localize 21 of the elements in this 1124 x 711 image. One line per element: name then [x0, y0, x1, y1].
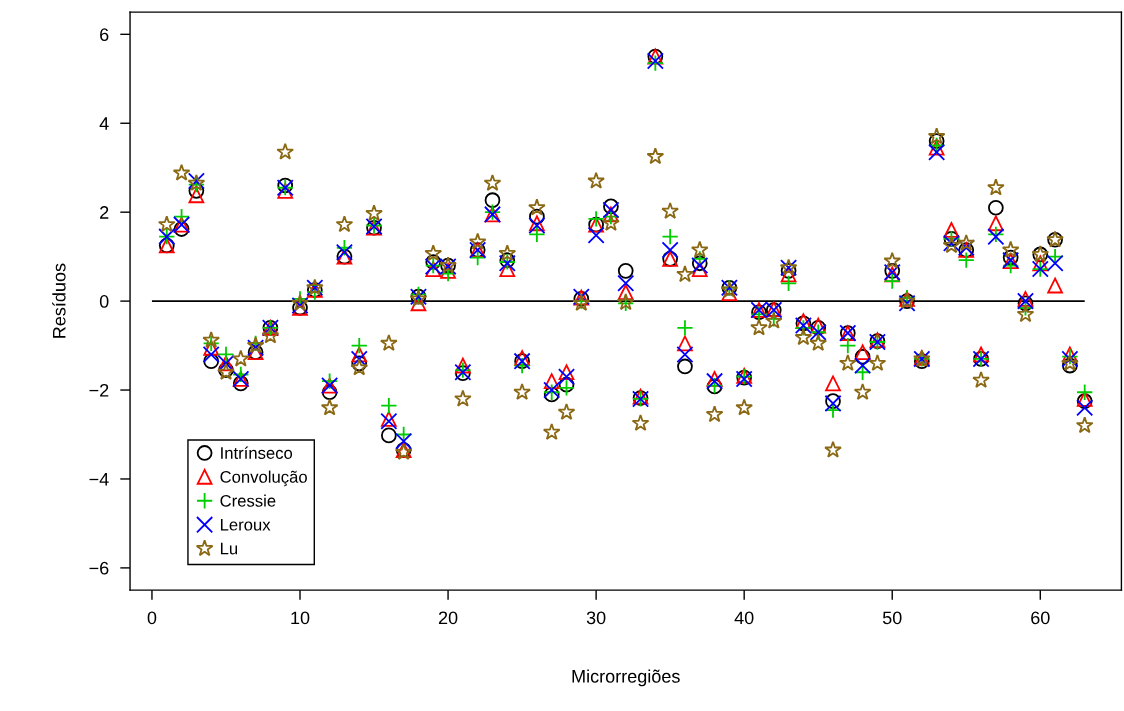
x-tick-label: 0 [147, 611, 157, 625]
x-tick-label: 60 [1031, 611, 1050, 625]
y-axis-title: Resíduos [52, 263, 66, 338]
x-tick-label: 20 [438, 611, 458, 625]
x-axis-title: Microrregiões [572, 669, 680, 687]
legend-label: Leroux [220, 518, 271, 531]
y-tick-label: 4 [99, 117, 109, 130]
x-tick-label: 30 [586, 611, 606, 625]
y-tick-label: 6 [100, 28, 109, 42]
legend-label: Lu [220, 542, 238, 555]
x-tick-label: 50 [882, 611, 902, 625]
y-tick-label: −2 [89, 383, 109, 397]
y-tick-label: 2 [100, 206, 109, 219]
y-tick-label: −4 [89, 473, 109, 486]
legend-label: Intrínseco [221, 446, 293, 459]
x-tick-label: 40 [734, 611, 754, 625]
legend-label: Cressie [220, 494, 276, 507]
x-tick-label: 10 [291, 611, 310, 625]
legend-label: Convolução [220, 470, 307, 487]
y-tick-label: −6 [89, 561, 109, 575]
y-tick-label: 0 [99, 295, 109, 308]
